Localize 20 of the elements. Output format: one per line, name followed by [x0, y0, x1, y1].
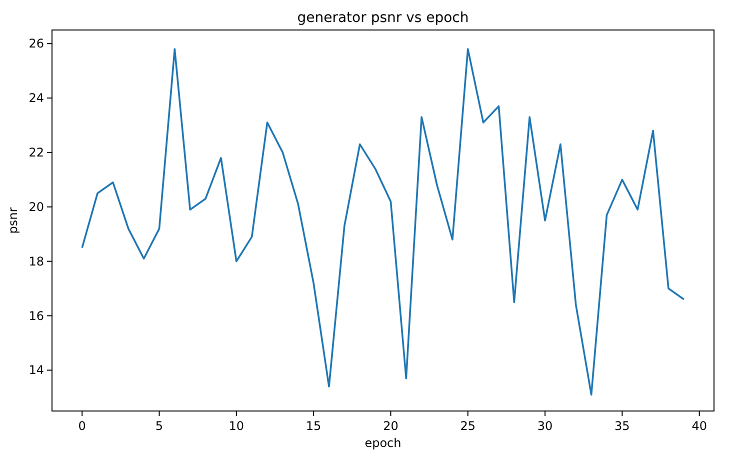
y-tick-label: 22 — [28, 145, 44, 160]
x-tick-label: 15 — [306, 419, 322, 433]
x-tick-label: 0 — [78, 419, 86, 433]
x-tick-label: 5 — [155, 419, 164, 433]
y-tick-label: 18 — [28, 254, 44, 268]
y-tick-label: 20 — [28, 200, 44, 214]
x-axis-title: epoch — [364, 436, 402, 450]
chart-title: generator psnr vs epoch — [297, 10, 469, 26]
y-tick-label: 16 — [28, 308, 44, 323]
x-tick-label: 30 — [537, 419, 553, 433]
line-series — [81, 48, 685, 396]
x-tick-label: 20 — [383, 419, 398, 433]
y-axis-title: psnr — [6, 207, 20, 234]
x-tick-label: 40 — [692, 419, 707, 433]
x-tick-label: 10 — [228, 419, 244, 433]
y-tick-label: 26 — [28, 36, 44, 51]
x-tick-label: 25 — [460, 419, 476, 433]
y-tick-label: 14 — [28, 363, 44, 378]
x-tick-label: 35 — [614, 419, 630, 433]
y-tick-label: 24 — [28, 91, 44, 106]
